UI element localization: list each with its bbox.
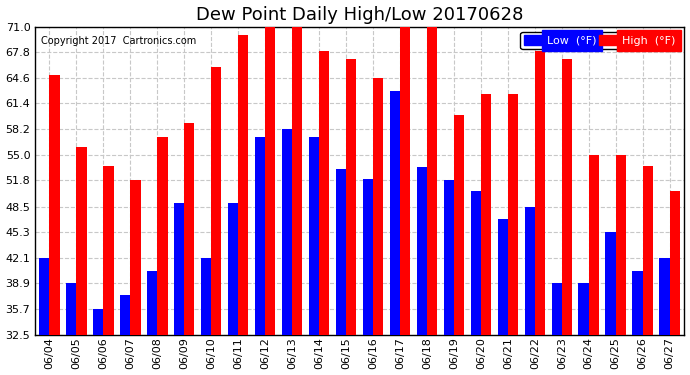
Text: Copyright 2017  Cartronics.com: Copyright 2017 Cartronics.com [41, 36, 197, 46]
Bar [427, 27, 437, 334]
Bar [642, 166, 653, 334]
Bar [130, 180, 141, 334]
Bar [282, 129, 292, 334]
Bar [238, 34, 248, 334]
Bar [417, 167, 427, 334]
Bar [578, 284, 589, 334]
Bar [660, 258, 669, 334]
Bar [454, 114, 464, 334]
Bar [400, 27, 411, 334]
Bar [497, 219, 508, 334]
Bar [524, 207, 535, 334]
Bar [147, 271, 157, 334]
Bar [562, 58, 572, 334]
Bar [211, 66, 221, 335]
Bar [669, 190, 680, 334]
Bar [346, 58, 356, 334]
Title: Dew Point Daily High/Low 20170628: Dew Point Daily High/Low 20170628 [196, 6, 523, 24]
Bar [265, 27, 275, 334]
Bar [481, 94, 491, 334]
Bar [120, 295, 130, 334]
Bar [66, 284, 77, 334]
Bar [255, 137, 265, 334]
Bar [363, 178, 373, 334]
Bar [174, 202, 184, 334]
Bar [373, 78, 383, 334]
Bar [104, 166, 114, 334]
Bar [157, 137, 168, 334]
Bar [50, 75, 59, 334]
Bar [292, 27, 302, 334]
Bar [93, 309, 104, 334]
Bar [201, 258, 211, 334]
Bar [228, 202, 238, 334]
Bar [589, 154, 599, 334]
Bar [444, 180, 454, 334]
Bar [336, 169, 346, 334]
Bar [633, 271, 642, 334]
Bar [605, 232, 615, 334]
Bar [77, 147, 87, 334]
Bar [319, 51, 329, 334]
Bar [184, 123, 195, 334]
Bar [471, 190, 481, 334]
Bar [535, 51, 545, 334]
Legend: Low  (°F), High  (°F): Low (°F), High (°F) [520, 32, 679, 49]
Bar [508, 94, 518, 334]
Bar [551, 284, 562, 334]
Bar [309, 137, 319, 334]
Bar [615, 154, 626, 334]
Bar [390, 90, 400, 334]
Bar [39, 258, 50, 334]
